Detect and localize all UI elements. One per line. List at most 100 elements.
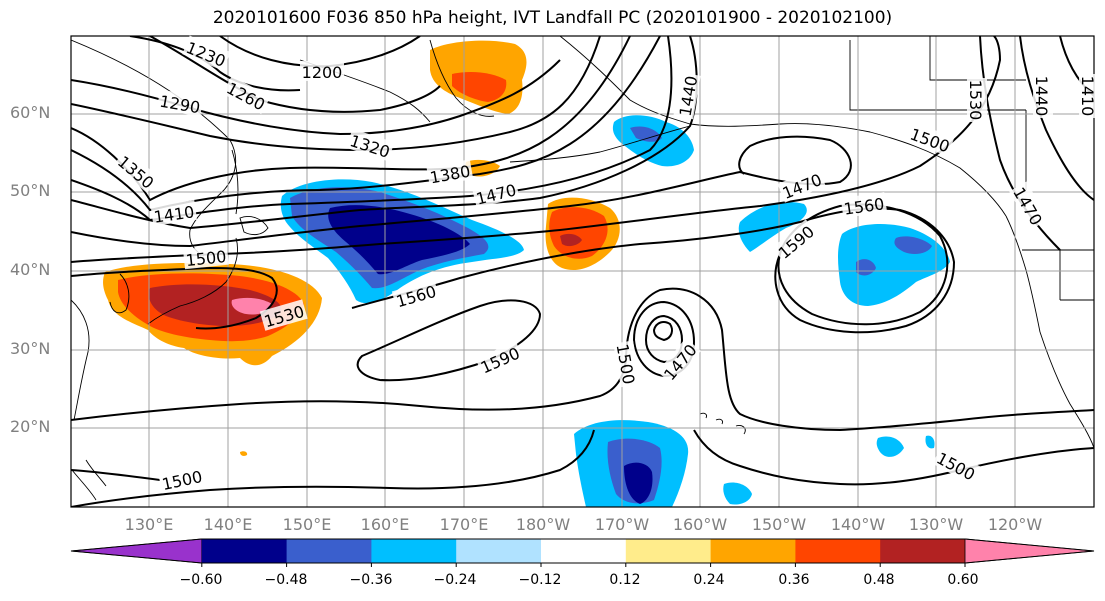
shade-red-kamchatka <box>452 72 507 102</box>
lon-label-150e: 150°E <box>282 515 332 534</box>
colorbar-segment <box>625 539 712 563</box>
shade-lightblue-se2 <box>925 435 935 449</box>
contour-label-bg <box>259 299 308 331</box>
shade-navy-west <box>328 205 470 275</box>
lat-label-20n: 20°N <box>10 417 51 436</box>
colorbar-tick-label: −0.12 <box>518 572 562 588</box>
colorbar <box>70 538 1095 567</box>
map-frame <box>70 35 1095 508</box>
contour-label-bg <box>300 61 344 81</box>
lon-label-140e: 140°E <box>203 515 253 534</box>
lon-label-120w: 120°W <box>987 515 1043 534</box>
colorbar-tick-label: 0.48 <box>863 572 895 588</box>
colorbar-tick-label: −0.24 <box>433 572 477 588</box>
lon-label-130w: 130°W <box>908 515 964 534</box>
lon-label-180w: 180°W <box>515 515 571 534</box>
colorbar-tick-label: 0.12 <box>609 572 641 588</box>
contour-1500-sw <box>71 469 161 481</box>
contour-1500-lower <box>71 287 1094 432</box>
shade-blue-aleutian <box>630 126 662 142</box>
colorbar-segment <box>541 539 627 563</box>
contour-label-bg <box>967 78 987 122</box>
contour-label-bg <box>426 159 474 187</box>
contour-1530-east <box>979 36 1061 251</box>
contour-label-bg <box>222 75 271 115</box>
lon-label-170e: 170°E <box>439 515 489 534</box>
shade-darkred-japan <box>148 284 282 326</box>
contour-label-bg <box>391 279 440 311</box>
contour-1590-east <box>777 203 949 326</box>
contour-label: 1530 <box>966 80 985 121</box>
contour-label-bg <box>156 89 204 117</box>
colorbar-tick-label: −0.48 <box>264 572 308 588</box>
coast-islands-west <box>71 459 107 501</box>
contour-label-bg <box>113 149 160 194</box>
coast-kamchatka <box>429 39 495 117</box>
colorbar-tick-label: −0.60 <box>179 572 223 588</box>
contour-label-bg <box>657 338 702 385</box>
lon-label-150w: 150°W <box>751 515 807 534</box>
contour-1500-south <box>71 429 1094 507</box>
colorbar-tick-label: 0.60 <box>947 572 979 588</box>
colorbar-tick-label: 0.36 <box>778 572 810 588</box>
lat-label-60n: 60°N <box>10 103 51 122</box>
contour-1380 <box>71 36 661 212</box>
shade-red-central <box>549 207 608 259</box>
contour-label-bg <box>150 200 198 226</box>
shade-blue-east <box>894 236 932 254</box>
contour-1440 <box>71 36 698 230</box>
contour-1590-inner <box>356 299 542 382</box>
contour-label: 1500 <box>185 247 227 270</box>
coast-bc <box>1005 215 1041 333</box>
shade-darkred-central <box>560 233 582 247</box>
colorbar-segment <box>70 538 203 564</box>
lon-label-160e: 160°E <box>360 515 410 534</box>
contour-1470 <box>71 135 852 248</box>
contour-label-bg <box>906 122 955 156</box>
us-canada-border <box>1022 249 1094 301</box>
contour-label-bg <box>613 340 641 388</box>
contour-1470-low <box>632 300 696 378</box>
contour-label-bg <box>840 192 888 218</box>
lon-label-140w: 140°W <box>830 515 886 534</box>
contour-label-bg <box>182 244 229 270</box>
coast-california <box>1039 331 1094 449</box>
contour-label: 1200 <box>302 63 343 82</box>
contour-label: 1440 <box>1032 76 1051 117</box>
coast-alaska <box>559 36 1007 217</box>
contour-1290 <box>71 59 561 136</box>
colorbar-segment <box>456 539 542 563</box>
shade-pink-japan <box>231 297 272 315</box>
contour-label-bg <box>673 72 701 120</box>
lon-label-170w: 170°W <box>594 515 650 534</box>
ivt-positive-shading <box>103 40 620 456</box>
colorbar-segment <box>880 539 966 563</box>
lat-label-40n: 40°N <box>10 260 51 279</box>
contour-label: 1410 <box>1078 76 1097 117</box>
coast-china <box>71 299 90 421</box>
contour-label-bg <box>471 178 520 209</box>
coast-hawaii <box>699 412 746 435</box>
contour-label-bg <box>158 464 206 494</box>
coast-japan-honshu <box>147 237 238 325</box>
shade-navy-south <box>624 462 653 504</box>
contour-label-bg <box>1079 74 1099 118</box>
lon-label-130e: 130°E <box>124 515 174 534</box>
map-title: 2020101600 F036 850 hPa height, IVT Land… <box>212 8 893 28</box>
shade-lightblue-se3 <box>723 482 752 505</box>
contour-label-bg <box>777 167 826 203</box>
contour-label-bg <box>475 341 524 378</box>
contour-label-bg <box>772 219 819 264</box>
contour-1530 <box>71 266 278 330</box>
contour-1440-low <box>644 314 684 364</box>
colorbar-segment <box>201 539 288 563</box>
colorbar-segment <box>710 539 796 563</box>
colorbar-tick-label: 0.24 <box>693 572 725 588</box>
coastlines <box>71 36 1094 501</box>
colorbar-segment <box>371 539 457 563</box>
contour-label-bg <box>932 445 981 485</box>
ivt-negative-shading <box>280 115 950 507</box>
colorbar-segment <box>964 538 1095 564</box>
lat-label-30n: 30°N <box>10 339 51 358</box>
